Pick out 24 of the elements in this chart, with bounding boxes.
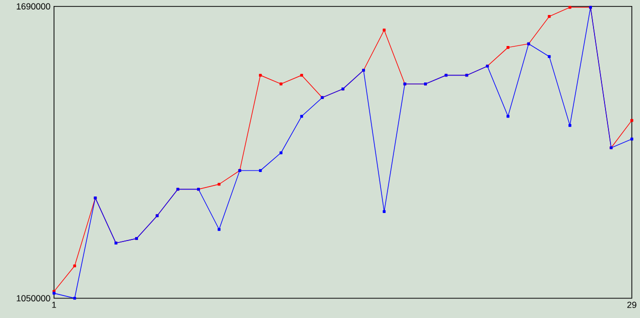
point [280, 151, 282, 154]
point [630, 118, 634, 122]
point [218, 182, 221, 186]
point [258, 74, 262, 77]
x-tick-label: 29 [627, 302, 636, 308]
point [568, 6, 572, 9]
x-tick-label: 1 [52, 302, 56, 308]
point [548, 55, 551, 58]
y-tick-label: 1050000 [16, 295, 50, 302]
point [630, 138, 634, 141]
point [300, 74, 304, 77]
point [382, 210, 386, 214]
point [568, 124, 572, 127]
y-tick-label: 1690000 [16, 3, 50, 10]
point [548, 15, 551, 18]
point [258, 169, 262, 172]
point [218, 228, 221, 231]
point [73, 296, 76, 300]
point [382, 28, 386, 32]
point [506, 46, 510, 49]
point [280, 82, 282, 86]
point [300, 114, 304, 118]
point [506, 114, 510, 118]
point [73, 264, 76, 268]
